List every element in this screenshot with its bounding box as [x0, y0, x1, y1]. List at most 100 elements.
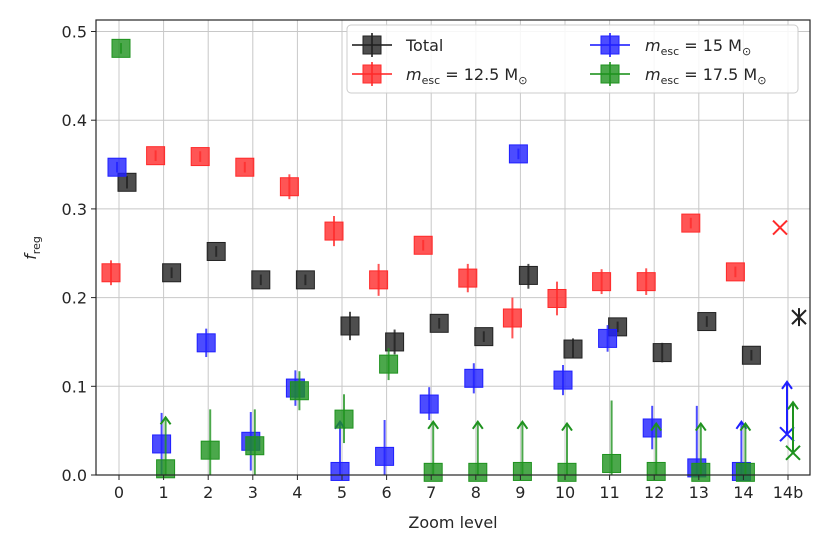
marker-m175 [468, 462, 488, 482]
marker-total [385, 332, 405, 352]
x-axis-label: Zoom level [408, 513, 497, 532]
x-tick-label: 14 [733, 483, 753, 502]
marker-m15 [330, 461, 350, 481]
legend-label-m125-sym: ⊙ [518, 74, 527, 87]
x-tick-label: 0 [114, 483, 124, 502]
y-axis-label-main: f [21, 252, 40, 260]
upper-limit-arrow-m175 [516, 420, 529, 430]
marker-total [652, 343, 672, 363]
marker-m175 [602, 453, 622, 473]
marker-m125 [146, 146, 166, 166]
x-tick-label: 9 [515, 483, 525, 502]
marker-m125 [502, 308, 522, 328]
marker-total [741, 345, 761, 365]
marker-total [251, 270, 271, 290]
marker-m125 [636, 272, 656, 292]
svg-text:freg: freg [21, 236, 43, 260]
x-marker-m15 [779, 426, 795, 442]
marker-m15 [464, 368, 484, 388]
x-tick-label: 1 [159, 483, 169, 502]
upper-limit-arrow-m175 [694, 421, 707, 432]
legend-marker-m15 [590, 33, 630, 57]
upper-limit-arrow-m175 [561, 421, 573, 432]
marker-m175 [334, 409, 354, 429]
legend-entry-m175: mesc = 17.5 M⊙ [590, 62, 766, 87]
legend-marker-m175 [590, 62, 630, 86]
x-tick-label: 2 [203, 483, 213, 502]
marker-m175 [111, 38, 131, 58]
upper-limit-arrow-m175 [427, 420, 440, 430]
marker-m175 [245, 436, 265, 456]
x-tick-label: 13 [689, 483, 709, 502]
y-tick-label: 0.4 [62, 111, 87, 130]
marker-total [206, 241, 226, 261]
marker-total [429, 313, 449, 333]
marker-total [162, 263, 182, 283]
y-axis-label: freg [21, 236, 43, 260]
x-marker-m175 [785, 445, 801, 461]
y-tick-label: 0.5 [62, 23, 87, 42]
x-marker-m125 [772, 219, 788, 236]
series-total [117, 172, 807, 365]
x-tick-label: 10 [555, 483, 575, 502]
marker-m125 [592, 272, 612, 292]
marker-m15 [152, 434, 172, 454]
marker-m125 [547, 288, 567, 308]
legend-label-m125-main: m [406, 65, 422, 84]
x-tick-label: 14b [773, 483, 804, 502]
legend-label-m15-sub: esc [661, 45, 680, 58]
x-tick-label: 8 [471, 483, 481, 502]
y-tick-label: 0.0 [62, 466, 87, 485]
legend-label-m15-sym: ⊙ [742, 45, 751, 58]
marker-m125 [725, 262, 745, 282]
marker-total [697, 312, 717, 332]
legend-entry-m125: mesc = 12.5 M⊙ [352, 62, 527, 87]
x-tick-label: 3 [248, 483, 258, 502]
legend-box [346, 24, 799, 94]
plot-frame [95, 19, 811, 476]
legend-label-m15-rest: = 15 M [679, 36, 742, 55]
marker-m15 [107, 157, 127, 177]
legend-square-m125 [362, 64, 382, 84]
marker-m175 [423, 462, 443, 482]
legend-label-m175-sym: ⊙ [757, 74, 766, 87]
data-points [101, 38, 807, 482]
marker-m125 [324, 221, 344, 241]
legend: Total mesc = 15 M⊙ mesc = 12.5 M⊙ mesc =… [346, 24, 799, 94]
marker-m125 [235, 157, 255, 177]
x-tick-label: 4 [292, 483, 302, 502]
marker-m175 [512, 461, 532, 481]
upper-limit-arrow-m175 [650, 421, 663, 432]
upper-limit-arrow-m175 [471, 420, 484, 430]
marker-total [117, 172, 137, 192]
legend-square-m15 [600, 35, 620, 55]
x-tick-label: 7 [426, 483, 436, 502]
marker-m125 [369, 270, 389, 290]
x-tick-label: 6 [382, 483, 392, 502]
marker-m15 [419, 394, 439, 414]
legend-entry-total: Total [352, 33, 443, 57]
legend-label-m15-main: m [645, 36, 661, 55]
y-tick-label: 0.2 [62, 289, 87, 308]
marker-m175 [200, 440, 220, 460]
legend-entry-m15: mesc = 15 M⊙ [590, 33, 751, 58]
x-tick-label: 12 [644, 483, 664, 502]
marker-total [474, 327, 494, 347]
upper-limit-arrow-m15-14b [781, 380, 793, 390]
marker-m175 [735, 462, 755, 482]
x-tick-label: 5 [337, 483, 347, 502]
marker-m15 [508, 144, 528, 164]
marker-m125 [279, 177, 299, 197]
upper-limit-arrow-m175-14b [787, 400, 799, 410]
series-m175 [111, 38, 801, 482]
marker-m125 [413, 235, 433, 255]
marker-m175 [557, 462, 577, 482]
marker-m175 [691, 462, 711, 482]
marker-m15 [375, 446, 395, 466]
marker-m175 [156, 459, 176, 479]
marker-m175 [646, 461, 666, 481]
svg-text:mesc = 12.5 M⊙: mesc = 12.5 M⊙ [406, 65, 527, 87]
marker-m175 [289, 381, 309, 401]
marker-m125 [681, 213, 701, 233]
